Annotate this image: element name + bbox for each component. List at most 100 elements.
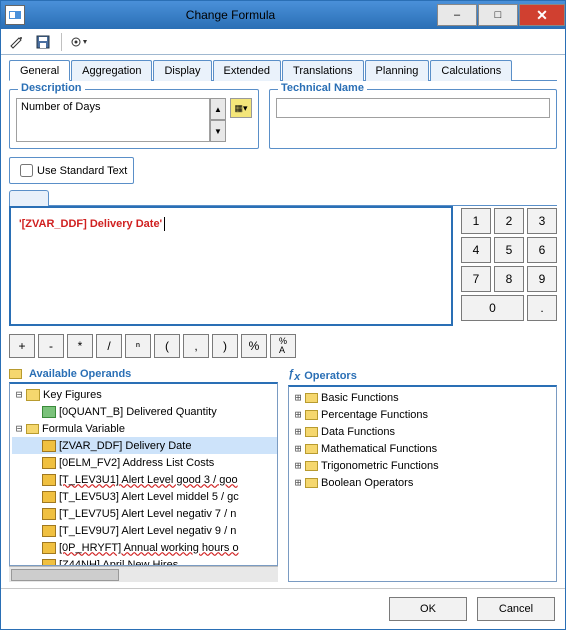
cancel-button[interactable]: Cancel [477, 597, 555, 621]
expander-icon[interactable]: ⊞ [291, 408, 305, 421]
keypad-3[interactable]: 3 [527, 208, 557, 234]
available-operands-tree[interactable]: ⊟Key Figures [0QUANT_B] Delivered Quanti… [9, 382, 278, 566]
tree-item[interactable]: ⊞ Mathematical Functions [291, 440, 556, 457]
keypad-1[interactable]: 1 [461, 208, 491, 234]
tab-calculations[interactable]: Calculations [430, 60, 512, 81]
use-standard-text-checkbox[interactable] [20, 164, 33, 177]
tree-item[interactable]: [ZVAR_DDF] Delivery Date [12, 437, 277, 454]
technical-name-field[interactable] [276, 98, 550, 118]
technical-toggle-icon[interactable] [70, 32, 90, 52]
main-tabs: GeneralAggregationDisplayExtendedTransla… [9, 59, 557, 81]
op-button[interactable]: / [96, 334, 122, 358]
wand-icon[interactable] [7, 32, 27, 52]
keypad-9[interactable]: 9 [527, 266, 557, 292]
expander-icon[interactable]: ⊟ [12, 422, 26, 435]
op-button[interactable]: ⁿ [125, 334, 151, 358]
folder-icon [9, 369, 22, 379]
tree-item[interactable]: ⊞Data Functions [291, 423, 556, 440]
op-button[interactable]: + [9, 334, 35, 358]
ok-button[interactable]: OK [389, 597, 467, 621]
tab-extended[interactable]: Extended [213, 60, 281, 81]
available-operands-panel: Available Operands ⊟Key Figures [0QUANT_… [9, 366, 278, 582]
tab-planning[interactable]: Planning [365, 60, 430, 81]
expander-icon[interactable]: ⊟ [12, 388, 26, 401]
var-icon [42, 542, 56, 554]
expander-icon[interactable]: ⊞ [291, 425, 305, 438]
op-button[interactable]: ) [212, 334, 238, 358]
keypad-7[interactable]: 7 [461, 266, 491, 292]
tab-display[interactable]: Display [153, 60, 211, 81]
save-icon[interactable] [33, 32, 53, 52]
folder-icon [305, 410, 318, 420]
folder-icon [305, 427, 318, 437]
tree-item[interactable]: ⊞Trigonometric Functions [291, 457, 556, 474]
maximize-button[interactable]: □ [478, 4, 518, 26]
caret-icon [164, 217, 165, 231]
tree-item[interactable]: [T_LEV9U7] Alert Level negativ 9 / n [12, 522, 277, 539]
tree-item[interactable]: ⊞ Percentage Functions [291, 406, 556, 423]
expander-icon[interactable]: ⊞ [291, 391, 305, 404]
tree-item[interactable]: ⊞Boolean Operators [291, 474, 556, 491]
tree-item[interactable]: [T_LEV3U1] Alert Level good 3 / goo [12, 471, 277, 488]
tab-aggregation[interactable]: Aggregation [71, 60, 152, 81]
scrollbar-thumb[interactable] [11, 569, 119, 581]
window-controls: – □ ✕ [436, 4, 565, 26]
expander-icon[interactable]: ⊞ [291, 442, 305, 455]
minimize-button[interactable]: – [437, 4, 477, 26]
tree-item[interactable]: [Z44NH] April New Hires [12, 556, 277, 566]
spin-up-icon[interactable]: ▲ [210, 98, 226, 120]
tree-item[interactable]: [T_LEV7U5] Alert Level negativ 7 / n [12, 505, 277, 522]
tree-item-label: [T_LEV9U7] Alert Level negativ 9 / n [59, 525, 236, 537]
var-icon [42, 508, 56, 520]
description-group: Description ▲ ▼ ▦▾ [9, 89, 259, 149]
description-field[interactable] [16, 98, 210, 142]
use-standard-text-label: Use Standard Text [37, 165, 127, 177]
tree-item[interactable]: ⊟Key Figures [12, 386, 277, 403]
green-icon [42, 406, 56, 418]
tree-item-label: Percentage Functions [321, 409, 428, 421]
content-area: GeneralAggregationDisplayExtendedTransla… [1, 55, 565, 588]
tree-item[interactable]: [0P_HRYFT] Annual working hours o [12, 539, 277, 556]
tree-item-label: [T_LEV7U5] Alert Level negativ 7 / n [59, 508, 236, 520]
spin-down-icon[interactable]: ▼ [210, 120, 226, 142]
formula-text: '[ZVAR_DDF] Delivery Date' [19, 218, 162, 230]
tree-item-label: [ZVAR_DDF] Delivery Date [59, 440, 191, 452]
tree-item[interactable]: ⊞Basic Functions [291, 389, 556, 406]
keypad-dot[interactable]: . [527, 295, 557, 321]
expander-icon[interactable]: ⊞ [291, 476, 305, 489]
description-chooser-button[interactable]: ▦▾ [230, 98, 252, 118]
keypad-0[interactable]: 0 [461, 295, 524, 321]
tab-translations[interactable]: Translations [282, 60, 364, 81]
tree-item-label: Mathematical Functions [321, 443, 437, 455]
keypad-4[interactable]: 4 [461, 237, 491, 263]
expander-icon[interactable]: ⊞ [291, 459, 305, 472]
keypad-6[interactable]: 6 [527, 237, 557, 263]
tree-item[interactable]: [T_LEV5U3] Alert Level middel 5 / gc [12, 488, 277, 505]
formula-subtab[interactable] [9, 190, 49, 206]
available-operands-header: Available Operands [29, 368, 131, 380]
operators-tree[interactable]: ⊞Basic Functions⊞Percentage Functions⊞Da… [288, 385, 557, 582]
keypad-8[interactable]: 8 [494, 266, 524, 292]
window-title: Change Formula [25, 8, 436, 22]
formula-editor[interactable]: '[ZVAR_DDF] Delivery Date' [9, 206, 453, 326]
op-button[interactable]: * [67, 334, 93, 358]
op-button[interactable]: %A [270, 334, 296, 358]
keypad-5[interactable]: 5 [494, 237, 524, 263]
operators-header: Operators [304, 370, 357, 382]
op-button[interactable]: , [183, 334, 209, 358]
operands-hscrollbar[interactable] [9, 566, 278, 582]
keypad-2[interactable]: 2 [494, 208, 524, 234]
var-icon [42, 457, 56, 469]
op-button[interactable]: ( [154, 334, 180, 358]
tree-item[interactable]: [0QUANT_B] Delivered Quantity [12, 403, 277, 420]
var-icon [42, 491, 56, 503]
toolbar-separator [61, 33, 62, 51]
tree-item[interactable]: ⊟Formula Variable [12, 420, 277, 437]
tab-general[interactable]: General [9, 60, 70, 81]
tree-item[interactable]: [0ELM_FV2] Address List Costs [12, 454, 277, 471]
use-standard-text-row[interactable]: Use Standard Text [9, 157, 134, 184]
close-button[interactable]: ✕ [519, 4, 565, 26]
op-button[interactable]: % [241, 334, 267, 358]
op-button[interactable]: - [38, 334, 64, 358]
folder-icon [26, 424, 39, 434]
